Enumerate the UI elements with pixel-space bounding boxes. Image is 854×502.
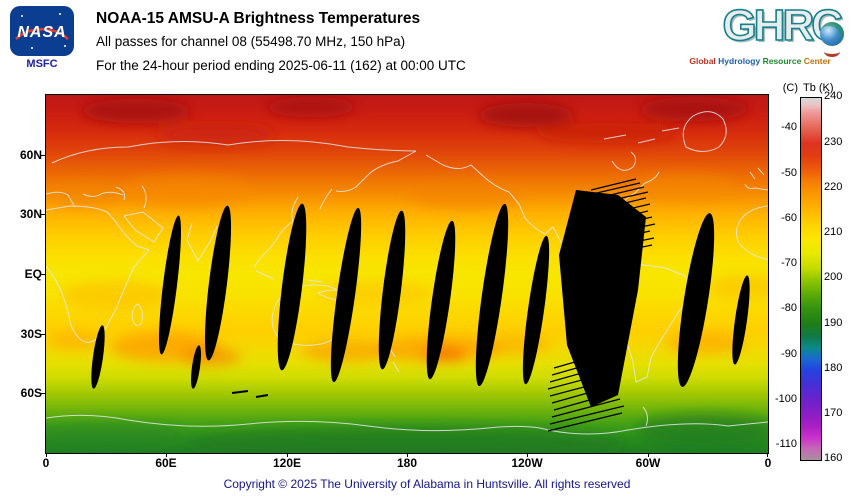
y-axis-label-30n: 30N: [19, 207, 42, 221]
colorbar-tick-c-40: -40: [781, 121, 797, 133]
colorbar-tick-k-170: 170: [824, 407, 843, 419]
colorbar-tick-c-50: -50: [781, 167, 797, 179]
colorbar-tick-k-240: 240: [824, 90, 843, 102]
x-axis-tick: [166, 453, 167, 457]
x-axis-tick: [287, 453, 288, 457]
x-axis-tick: [46, 453, 47, 457]
y-axis-tick: [40, 214, 45, 215]
colorbar-unit-kelvin: Tb (K): [803, 82, 834, 94]
y-axis-tick: [40, 155, 45, 156]
x-axis-tick: [767, 453, 768, 457]
temperature-anomaly-patches: [46, 97, 768, 453]
ghrc-logo[interactable]: GHRC Global Hydrology Resource Center: [672, 1, 848, 76]
globe-icon: [820, 22, 844, 46]
y-axis-tick: [40, 274, 45, 275]
colorbar-tick-c-60: -60: [781, 212, 797, 224]
colorbar-tick-c-80: -80: [781, 302, 797, 314]
globe-stand-icon: [824, 46, 840, 57]
x-axis-tick: [407, 453, 408, 457]
colorbar-tick-k-220: 220: [824, 181, 843, 193]
tagline-word-resource: Resource: [762, 56, 802, 66]
x-axis-label-180: 180: [396, 456, 418, 470]
x-axis-label-0e: 0: [42, 456, 50, 470]
x-axis-tick: [527, 453, 528, 457]
y-axis-label-eq: EQ: [24, 267, 42, 281]
colorbar-tick-k-180: 180: [824, 362, 843, 374]
x-axis-label-120w: 120W: [511, 456, 543, 470]
colorbar-tick-k-210: 210: [824, 226, 843, 238]
colorbar-gradient: [800, 97, 822, 461]
footer-copyright: Copyright © 2025 The University of Alaba…: [223, 477, 631, 491]
x-axis-label-60w: 60W: [635, 456, 661, 470]
scan-line-artifacts: [547, 178, 656, 432]
brightness-temperature-map: [45, 94, 769, 454]
colorbar-tick-c-110: -110: [775, 438, 797, 450]
subtitle-channel: All passes for channel 08 (55498.70 MHz,…: [96, 34, 406, 49]
nasa-logo-text: NASA: [17, 24, 66, 41]
msfc-label: MSFC: [26, 58, 58, 70]
nasa-logo[interactable]: NASA: [10, 6, 74, 56]
colorbar-tick-k-200: 200: [824, 271, 843, 283]
colorbar-tick-c-90: -90: [781, 348, 797, 360]
tagline-word-global: Global: [689, 56, 716, 66]
nasa-insignia-icon: NASA: [15, 13, 69, 49]
colorbar-tick-k-190: 190: [824, 317, 843, 329]
y-axis-label-60s: 60S: [20, 386, 42, 400]
x-axis-label-60e: 60E: [155, 456, 177, 470]
colorbar-tick-k-160: 160: [824, 452, 843, 464]
colorbar-tick-k-230: 230: [824, 136, 843, 148]
colorbar-unit-celsius: (C): [782, 82, 798, 94]
map-canvas: [46, 95, 768, 453]
tagline-word-center: Center: [803, 56, 831, 66]
y-axis-tick: [40, 393, 45, 394]
x-axis-tick: [648, 453, 649, 457]
nasa-swoosh-icon: [15, 27, 69, 41]
y-axis-tick: [40, 334, 45, 335]
x-axis-label-0w: 0: [764, 456, 772, 470]
subtitle-period: For the 24-hour period ending 2025-06-11…: [96, 58, 466, 73]
temperature-field: [46, 95, 768, 453]
colorbar-tick-c-70: -70: [781, 257, 797, 269]
x-axis-label-120e: 120E: [272, 456, 302, 470]
colorbar-tick-c-100: -100: [774, 393, 797, 405]
page-title: NOAA-15 AMSU-A Brightness Temperatures: [96, 10, 421, 27]
tagline-word-hydrology: Hydrology: [718, 56, 761, 66]
y-axis-label-60n: 60N: [19, 148, 42, 162]
y-axis-label-30s: 30S: [20, 327, 42, 341]
ghrc-tagline: Global Hydrology Resource Center: [672, 56, 848, 66]
